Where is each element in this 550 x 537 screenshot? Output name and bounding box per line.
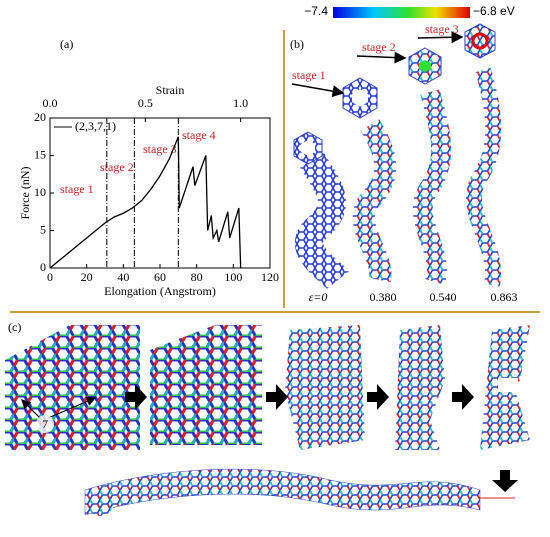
colorbar-label: −6.8 eV — [473, 4, 515, 18]
x-tick-label: 40 — [117, 270, 129, 284]
frame-lines — [10, 30, 540, 313]
stage-label: stage 2 — [362, 40, 396, 54]
force-curve — [49, 136, 242, 269]
tube-images — [293, 23, 502, 290]
x2-tick-label: 1.0 — [233, 96, 248, 110]
x2-tick-label: 0.5 — [138, 96, 153, 110]
stage-label: stage 3 — [425, 22, 459, 36]
x-tick-label: 20 — [81, 270, 93, 284]
y-axis-title: Force (nN) — [18, 167, 32, 220]
legend-label: (2,3,7,1) — [75, 119, 116, 133]
strain-label: 0.380 — [370, 290, 397, 304]
y-tick-label: 5 — [40, 222, 46, 236]
process-arrows — [125, 384, 518, 492]
lattice-images — [5, 325, 530, 516]
stage-label: stage 1 — [292, 68, 326, 82]
stage-annotation: stage 1 — [60, 182, 94, 196]
x-tick-label: 60 — [154, 270, 166, 284]
stage-annotation: stage 3 — [143, 142, 177, 156]
ring-arrows — [21, 396, 97, 433]
y-tick-label: 10 — [34, 185, 46, 199]
x-tick-label: 0 — [47, 270, 53, 284]
x-axis-title: Elongation (Angstrom) — [104, 284, 216, 298]
y-tick-label: 0 — [40, 260, 46, 274]
panel-label: (b) — [290, 37, 304, 51]
x-tick-label: 80 — [191, 270, 203, 284]
x2-tick-label: 0.0 — [43, 96, 58, 110]
y-tick-label: 20 — [34, 110, 46, 124]
stage-annotation: stage 2 — [100, 160, 134, 174]
ring-label: 7 — [42, 417, 48, 431]
strain-label: 0.540 — [430, 290, 457, 304]
stage-annotation: stage 4 — [182, 128, 216, 142]
strain-label: 0.863 — [491, 290, 518, 304]
x-tick-label: 120 — [261, 270, 279, 284]
panel-label: (c) — [8, 320, 21, 334]
panel-label: (a) — [60, 37, 73, 51]
x-tick-label: 100 — [224, 270, 242, 284]
x2-axis-title: Strain — [156, 83, 185, 97]
strain-label: ε=0 — [309, 290, 328, 304]
colorbar-label: −7.4 — [304, 4, 328, 18]
y-tick-label: 15 — [34, 147, 46, 161]
colorbar — [333, 7, 470, 18]
stage-arrows — [291, 31, 464, 98]
